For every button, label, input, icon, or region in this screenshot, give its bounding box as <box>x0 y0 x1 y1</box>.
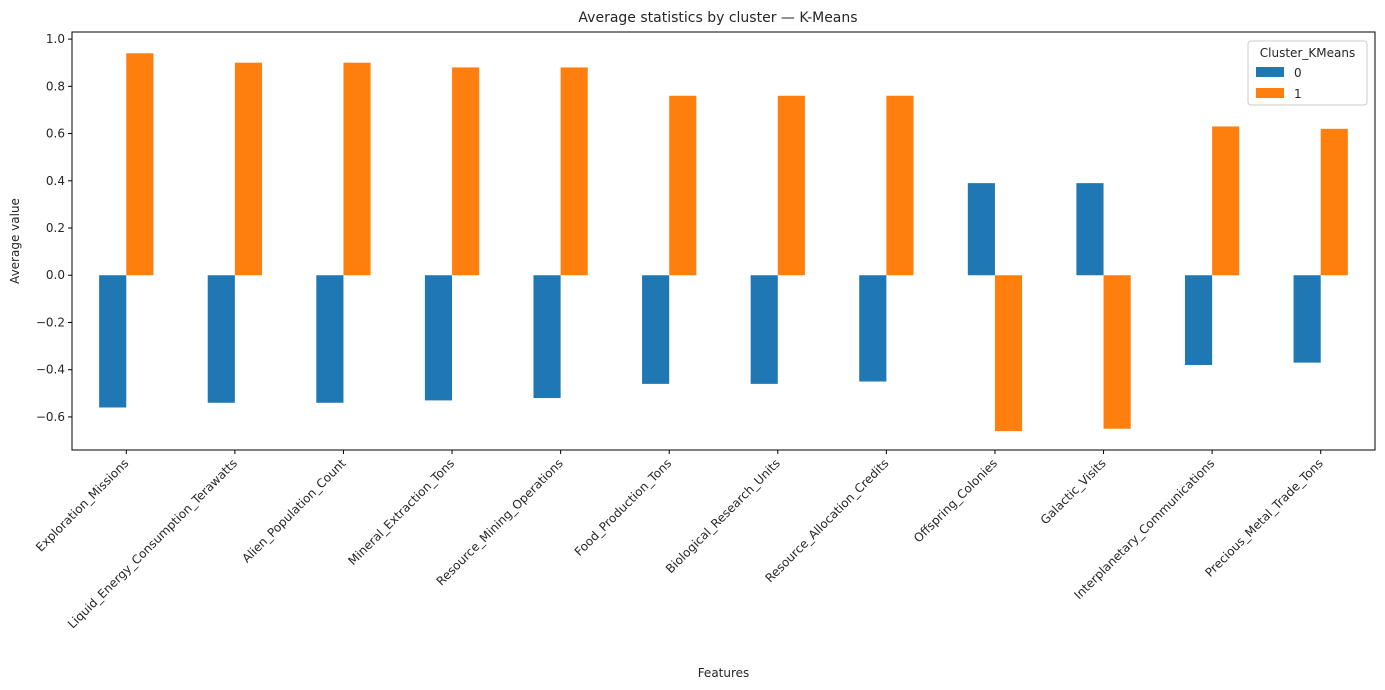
bar-cluster-1-Offspring_Colonies <box>994 275 1023 432</box>
bar-cluster-1-Resource_Allocation_Credits <box>886 95 914 276</box>
x-tick-label: Liquid_Energy_Consumption_Terawatts <box>65 456 240 631</box>
y-tick-label: −0.2 <box>36 315 65 329</box>
y-tick-label: 0.2 <box>46 221 65 235</box>
x-tick-label: Biological_Research_Units <box>663 456 783 576</box>
x-tick-label: Food_Production_Tons <box>572 456 675 559</box>
bar-cluster-1-Mineral_Extraction_Tons <box>452 67 480 276</box>
bar-cluster-0-Liquid_Energy_Consumption_Terawatts <box>207 275 235 403</box>
legend-title: Cluster_KMeans <box>1260 46 1355 60</box>
legend-label-1: 1 <box>1294 87 1302 101</box>
bar-cluster-0-Precious_Metal_Trade_Tons <box>1293 275 1321 363</box>
x-tick-label: Exploration_Missions <box>33 456 131 554</box>
x-tick-label: Galactic_Visits <box>1038 456 1109 527</box>
bar-cluster-1-Galactic_Visits <box>1103 275 1131 429</box>
x-tick-label: Offspring_Colonies <box>911 456 1000 545</box>
y-tick-label: −0.6 <box>36 410 65 424</box>
y-axis-label: Average value <box>8 198 22 284</box>
bar-cluster-0-Alien_Population_Count <box>316 275 344 403</box>
bar-cluster-0-Exploration_Missions <box>99 275 127 408</box>
bar-cluster-1-Interplanetary_Communications <box>1212 126 1240 276</box>
x-tick-label: Mineral_Extraction_Tons <box>345 456 457 568</box>
bar-cluster-1-Alien_Population_Count <box>343 62 371 276</box>
bars-group <box>99 53 1348 432</box>
bar-cluster-1-Resource_Mining_Operations <box>560 67 588 276</box>
bar-cluster-1-Food_Production_Tons <box>669 95 697 276</box>
legend-swatch-0 <box>1256 67 1284 77</box>
chart-title: Average statistics by cluster — K-Means <box>578 10 857 26</box>
legend: Cluster_KMeans 01 <box>1247 40 1368 106</box>
bar-cluster-0-Biological_Research_Units <box>750 275 778 384</box>
bar-cluster-0-Food_Production_Tons <box>642 275 670 384</box>
x-axis-label: Features <box>698 666 750 680</box>
y-tick-label: 0.4 <box>46 174 65 188</box>
bar-cluster-0-Mineral_Extraction_Tons <box>424 275 453 401</box>
bar-cluster-1-Exploration_Missions <box>126 53 154 276</box>
bar-cluster-0-Galactic_Visits <box>1076 183 1104 276</box>
y-tick-label: 0.8 <box>46 79 65 93</box>
y-tick-label: 0.6 <box>46 127 65 141</box>
y-axis-ticks: −0.6 −0.4 −0.2 0.0 0.2 0.4 0.6 0.8 1.0 <box>36 32 72 424</box>
bar-cluster-0-Offspring_Colonies <box>967 183 995 276</box>
y-tick-label: 1.0 <box>46 32 65 46</box>
legend-swatch-1 <box>1256 88 1284 98</box>
bar-cluster-0-Interplanetary_Communications <box>1184 275 1213 365</box>
plot-area-frame <box>71 31 1376 451</box>
bar-cluster-0-Resource_Allocation_Credits <box>859 275 887 382</box>
y-tick-label: 0.0 <box>46 268 65 282</box>
bar-cluster-1-Precious_Metal_Trade_Tons <box>1320 128 1348 276</box>
bar-cluster-1-Biological_Research_Units <box>777 95 805 276</box>
bar-cluster-1-Liquid_Energy_Consumption_Terawatts <box>234 62 263 276</box>
y-tick-label: −0.4 <box>36 363 65 377</box>
x-tick-label: Resource_Mining_Operations <box>434 456 566 588</box>
bar-cluster-0-Resource_Mining_Operations <box>533 275 561 399</box>
x-tick-label: Resource_Allocation_Credits <box>762 456 891 585</box>
legend-items: 01 <box>1256 66 1302 101</box>
legend-label-0: 0 <box>1294 66 1302 80</box>
x-axis-ticks: Exploration_MissionsLiquid_Energy_Consum… <box>33 450 1326 631</box>
x-tick-label: Precious_Metal_Trade_Tons <box>1202 456 1326 580</box>
x-tick-label: Alien_Population_Count <box>239 456 348 565</box>
